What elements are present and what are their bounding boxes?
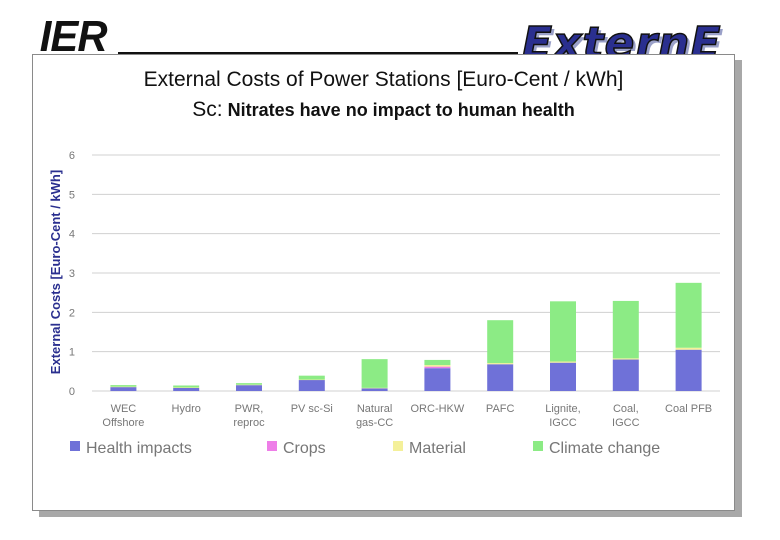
climate-bar-segment — [612, 300, 639, 359]
climate-bar-segment — [110, 385, 137, 387]
health-bar-segment — [236, 385, 262, 391]
climate-bar-segment — [361, 359, 388, 388]
legend-swatch — [267, 441, 277, 451]
material-bar-segment — [298, 379, 325, 381]
health-bar-segment — [298, 379, 325, 391]
health-bar-segment — [675, 349, 702, 391]
y-tick-label: 5 — [69, 189, 75, 201]
legend-label: Crops — [283, 440, 326, 457]
climate-bar-segment — [424, 359, 451, 366]
header-rule — [118, 52, 518, 54]
material-bar-segment — [612, 358, 639, 360]
legend-label: Health impacts — [86, 440, 192, 457]
legend-swatch — [70, 441, 80, 451]
material-bar-segment — [361, 387, 388, 389]
ier-logo: IER — [39, 12, 108, 61]
chart-subtitle: Sc: Nitrates have no impact to human hea… — [32, 98, 735, 122]
health-bar-segment — [173, 387, 200, 391]
x-tick-label: Lignite, — [545, 403, 580, 415]
subtitle-prefix: Sc: — [192, 98, 223, 121]
x-tick-label: Offshore — [102, 417, 144, 429]
x-tick-label: PAFC — [486, 403, 515, 415]
material-bar-segment — [550, 361, 576, 363]
material-bar-segment — [110, 386, 137, 388]
material-bar-segment — [424, 365, 451, 367]
chart-title: External Costs of Power Stations [Euro-C… — [143, 68, 624, 91]
climate-bar-segment — [487, 320, 514, 364]
y-tick-label: 1 — [69, 347, 75, 359]
x-tick-label: ORC-HKW — [411, 403, 465, 415]
y-tick-label: 6 — [69, 150, 75, 162]
y-tick-label: 4 — [69, 229, 75, 241]
crops-bar-segment — [424, 366, 451, 369]
x-tick-label: gas-CC — [356, 417, 393, 429]
climate-bar-segment — [298, 375, 325, 380]
x-tick-label: Natural — [357, 403, 392, 415]
legend-swatch — [393, 441, 403, 451]
climate-bar-segment — [675, 282, 702, 348]
x-tick-label: WEC — [111, 403, 137, 415]
legend-label: Material — [409, 440, 466, 457]
x-tick-label: Coal, — [613, 403, 639, 415]
x-tick-label: IGCC — [612, 417, 640, 429]
y-tick-label: 0 — [69, 386, 75, 398]
y-tick-label: 3 — [69, 268, 75, 280]
material-bar-segment — [173, 387, 200, 388]
health-bar-segment — [361, 388, 388, 391]
x-tick-label: Hydro — [172, 403, 201, 415]
health-bar-segment — [487, 364, 514, 391]
x-tick-label: IGCC — [549, 417, 577, 429]
material-bar-segment — [675, 347, 702, 350]
subtitle-text: Nitrates have no impact to human health — [227, 100, 575, 120]
health-bar-segment — [424, 368, 451, 391]
material-bar-segment — [236, 384, 262, 386]
x-tick-label: PV sc-Si — [291, 403, 333, 415]
x-tick-label: PWR, — [235, 403, 264, 415]
health-bar-segment — [612, 359, 639, 391]
climate-bar-segment — [236, 383, 262, 385]
climate-bar-segment — [173, 385, 200, 388]
health-bar-segment — [110, 387, 137, 391]
y-axis-label: External Costs [Euro-Cent / kWh] — [48, 170, 63, 374]
legend-swatch — [533, 441, 543, 451]
x-tick-label: Coal PFB — [665, 403, 712, 415]
climate-bar-segment — [550, 301, 576, 362]
chart-frame — [32, 54, 735, 511]
legend-label: Climate change — [549, 440, 660, 457]
x-tick-label: reproc — [233, 417, 265, 429]
material-bar-segment — [487, 363, 514, 365]
y-tick-label: 2 — [69, 307, 75, 319]
health-bar-segment — [550, 362, 576, 391]
